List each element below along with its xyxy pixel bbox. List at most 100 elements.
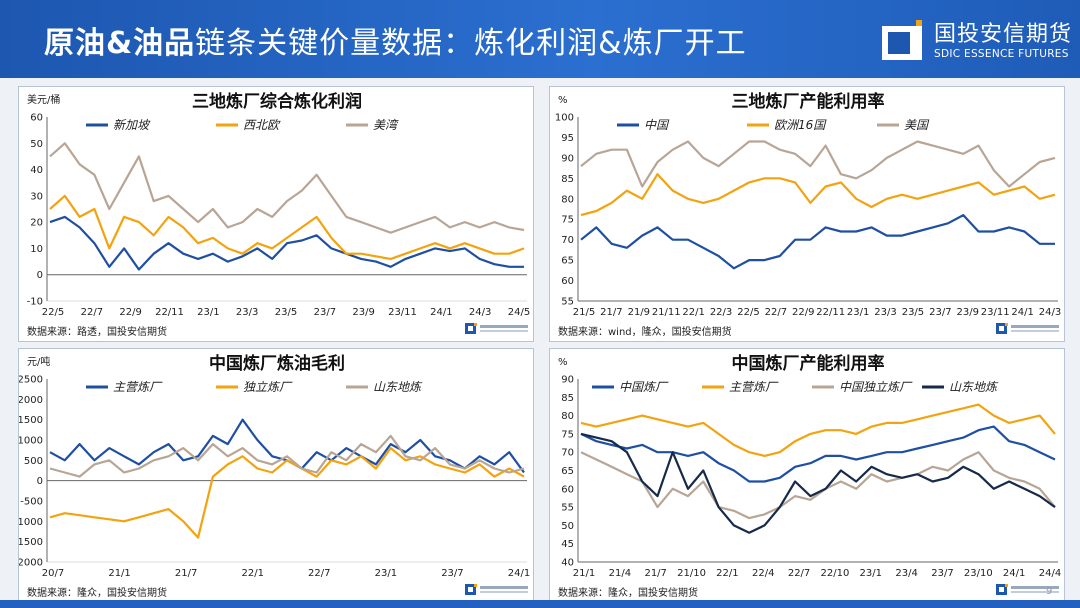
- series-line: [49, 434, 525, 478]
- x-tick-label: 24/1: [1003, 568, 1025, 579]
- title-bold-part: 原油&油品: [44, 26, 196, 61]
- chart-source: 数据来源：隆众，国投安信期货: [558, 586, 698, 599]
- x-tick-label: 21/4: [609, 568, 631, 579]
- y-tick-label: 50: [30, 139, 43, 150]
- y-tick-label: 60: [561, 484, 574, 495]
- y-tick-label: 1500: [19, 415, 43, 426]
- mini-logo-icon: [465, 584, 528, 595]
- x-tick-label: 23/4: [895, 568, 917, 579]
- y-tick-label: 65: [561, 466, 574, 477]
- y-tick-label: 20: [30, 218, 43, 229]
- mini-logo-icon: [465, 323, 528, 334]
- x-tick-label: 22/7: [81, 307, 103, 318]
- y-tick-label: 90: [561, 375, 574, 386]
- x-tick-label: 21/11: [652, 307, 681, 318]
- y-tick-label: 75: [561, 215, 574, 226]
- x-tick-label: 23/5: [902, 307, 924, 318]
- x-tick-label: 22/5: [737, 307, 759, 318]
- series-line: [580, 214, 1055, 270]
- x-tick-label: 21/5: [573, 307, 595, 318]
- y-tick-label: 40: [30, 165, 43, 176]
- x-tick-label: 22/11: [816, 307, 845, 318]
- x-tick-label: 24/1: [508, 568, 530, 579]
- x-tick-label: 21/7: [600, 307, 622, 318]
- y-tick-label: -1500: [19, 537, 43, 548]
- x-tick-label: 23/7: [441, 568, 463, 579]
- series-line: [580, 140, 1056, 188]
- chart-panel-refining-margin: 三地炼厂综合炼化利润 美元/桶 新加坡 西北欧 美湾 60 50 40 30 20 10 0 -10 22…: [18, 86, 534, 342]
- y-tick-label: -500: [20, 497, 43, 508]
- legend-label: 美国: [904, 118, 930, 132]
- x-tick-label: 23/9: [957, 307, 979, 318]
- page-number: 9: [1046, 586, 1053, 597]
- x-tick-label: 22/1: [241, 568, 263, 579]
- y-tick-label: 55: [561, 297, 574, 308]
- chart-source: 数据来源：隆众，国投安信期货: [27, 586, 167, 599]
- legend-label: 独立炼厂: [243, 380, 293, 394]
- series-line: [580, 451, 1056, 520]
- y-tick-label: 70: [561, 235, 574, 246]
- x-tick-label: 21/7: [175, 568, 197, 579]
- series-line: [49, 142, 525, 234]
- y-tick-label: 85: [561, 174, 574, 185]
- series-line: [49, 446, 525, 539]
- series-line: [580, 425, 1056, 483]
- y-tick-label: 100: [555, 113, 574, 124]
- legend-label: 主营炼厂: [729, 380, 779, 394]
- x-tick-label: 24/1: [430, 307, 452, 318]
- chart-panel-china-utilization: 中国炼厂产能利用率% 中国炼厂 主营炼厂 中国独立炼厂 山东地炼 90 85 80 75 70 65…: [549, 348, 1065, 603]
- y-tick-label: 95: [561, 133, 574, 144]
- y-tick-label: 75: [561, 429, 574, 440]
- x-tick-label: 23/3: [236, 307, 258, 318]
- legend-label: 新加坡: [113, 118, 151, 132]
- series-line: [580, 173, 1056, 217]
- y-tick-label: 500: [24, 456, 43, 467]
- chart-source: 数据来源：路透，国投安信期货: [27, 325, 167, 338]
- x-tick-label: 23/7: [931, 568, 953, 579]
- y-tick-label: 70: [561, 448, 574, 459]
- chart-title: 三地炼厂综合炼化利润: [192, 91, 362, 112]
- legend-label: 山东地炼: [949, 380, 999, 394]
- x-tick-label: 23/3: [874, 307, 896, 318]
- y-tick-label: 10: [30, 244, 43, 255]
- y-tick-label: 85: [561, 393, 574, 404]
- x-tick-label: 24/5: [508, 307, 530, 318]
- chart-unit: 元/吨: [27, 355, 50, 368]
- x-tick-label: 23/7: [314, 307, 336, 318]
- chart-panel-china-gross-margin: 中国炼厂炼油毛利 元/吨 主营炼厂 独立炼厂 山东地炼 2500 2000 1500 1000 5…: [18, 348, 534, 603]
- legend-label: 山东地炼: [373, 380, 423, 394]
- y-tick-label: -2000: [19, 558, 43, 569]
- chart-source: 数据来源：wind，隆众，国投安信期货: [558, 325, 732, 338]
- logo-cn-text: 国投安信期货: [934, 22, 1073, 47]
- y-tick-label: 30: [30, 191, 43, 202]
- legend-label: 中国炼厂: [619, 380, 669, 394]
- y-tick-label: -10: [27, 297, 43, 308]
- y-tick-label: 80: [561, 411, 574, 422]
- x-tick-label: 21/1: [573, 568, 595, 579]
- mini-logo-icon: [996, 584, 1059, 595]
- x-tick-label: 23/7: [929, 307, 951, 318]
- chart-unit: %: [558, 357, 568, 368]
- page-title: 原油&油品链条关键价量数据：炼化利润&炼厂开工: [44, 18, 747, 62]
- x-tick-label: 23/9: [352, 307, 374, 318]
- y-tick-label: 65: [561, 256, 574, 267]
- chart-svg: 中国炼厂产能利用率% 中国炼厂 主营炼厂 中国独立炼厂 山东地炼 90 85 80 75 70 65…: [558, 353, 1061, 599]
- x-tick-label: 23/1: [847, 307, 869, 318]
- chart-title: 中国炼厂炼油毛利: [209, 353, 345, 374]
- x-tick-label: 23/1: [860, 568, 882, 579]
- y-tick-label: 2500: [19, 375, 43, 386]
- x-tick-label: 22/7: [308, 568, 330, 579]
- chart-unit: %: [558, 95, 568, 106]
- x-tick-label: 22/7: [788, 568, 810, 579]
- y-tick-label: 90: [561, 153, 574, 164]
- x-tick-label: 23/1: [375, 568, 397, 579]
- x-tick-label: 22/10: [821, 568, 850, 579]
- y-tick-label: 45: [561, 539, 574, 550]
- title-rest-part: 链条关键价量数据：炼化利润&炼厂开工: [195, 26, 747, 61]
- series-line: [580, 432, 1056, 534]
- footer-bar: [0, 600, 1080, 608]
- y-tick-label: 0: [37, 476, 43, 487]
- chart-title: 中国炼厂产能利用率: [732, 353, 885, 374]
- x-tick-label: 22/5: [42, 307, 64, 318]
